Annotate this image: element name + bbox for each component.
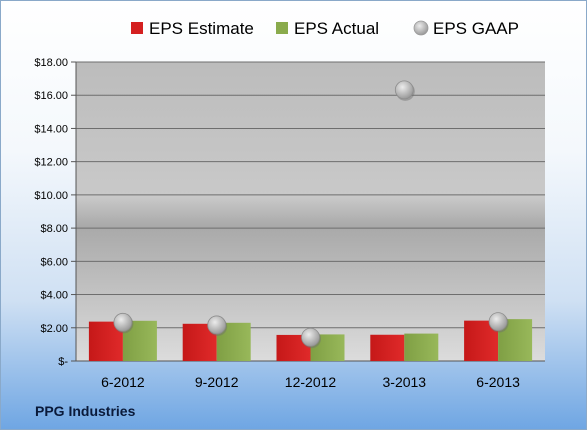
legend-actual-swatch — [276, 22, 288, 34]
company-label: PPG Industries — [35, 403, 136, 419]
eps-gaap-point — [394, 80, 414, 100]
eps-gaap-point — [488, 312, 508, 332]
plot-area — [76, 62, 545, 361]
y-tick-label: $4.00 — [40, 290, 68, 302]
eps-actual-bar — [404, 333, 439, 361]
eps-gaap-point — [207, 315, 227, 335]
x-category-label: 6-2013 — [476, 374, 520, 390]
y-tick-label: $2.00 — [40, 323, 68, 335]
eps-gaap-point — [113, 312, 133, 332]
y-tick-label: $8.00 — [40, 223, 68, 235]
legend-gaap-label: EPS GAAP — [433, 19, 519, 38]
x-category-label: 9-2012 — [195, 374, 239, 390]
eps-gaap-point — [301, 327, 320, 347]
legend-estimate-swatch — [131, 22, 143, 34]
eps-estimate-bar — [370, 334, 405, 361]
y-tick-label: $16.00 — [34, 90, 68, 102]
legend-actual-label: EPS Actual — [294, 19, 379, 38]
legend-estimate-label: EPS Estimate — [149, 19, 254, 38]
y-tick-label: $14.00 — [34, 123, 68, 135]
x-category-label: 12-2012 — [285, 374, 337, 390]
y-tick-label: $6.00 — [40, 256, 68, 268]
x-category-label: 3-2013 — [383, 374, 427, 390]
y-tick-label: $18.00 — [34, 57, 68, 69]
y-tick-label: $12.00 — [34, 157, 68, 169]
y-tick-label: $10.00 — [34, 190, 68, 202]
legend-gaap-swatch — [413, 20, 429, 36]
x-category-label: 6-2012 — [101, 374, 145, 390]
y-tick-label: $- — [58, 356, 68, 368]
